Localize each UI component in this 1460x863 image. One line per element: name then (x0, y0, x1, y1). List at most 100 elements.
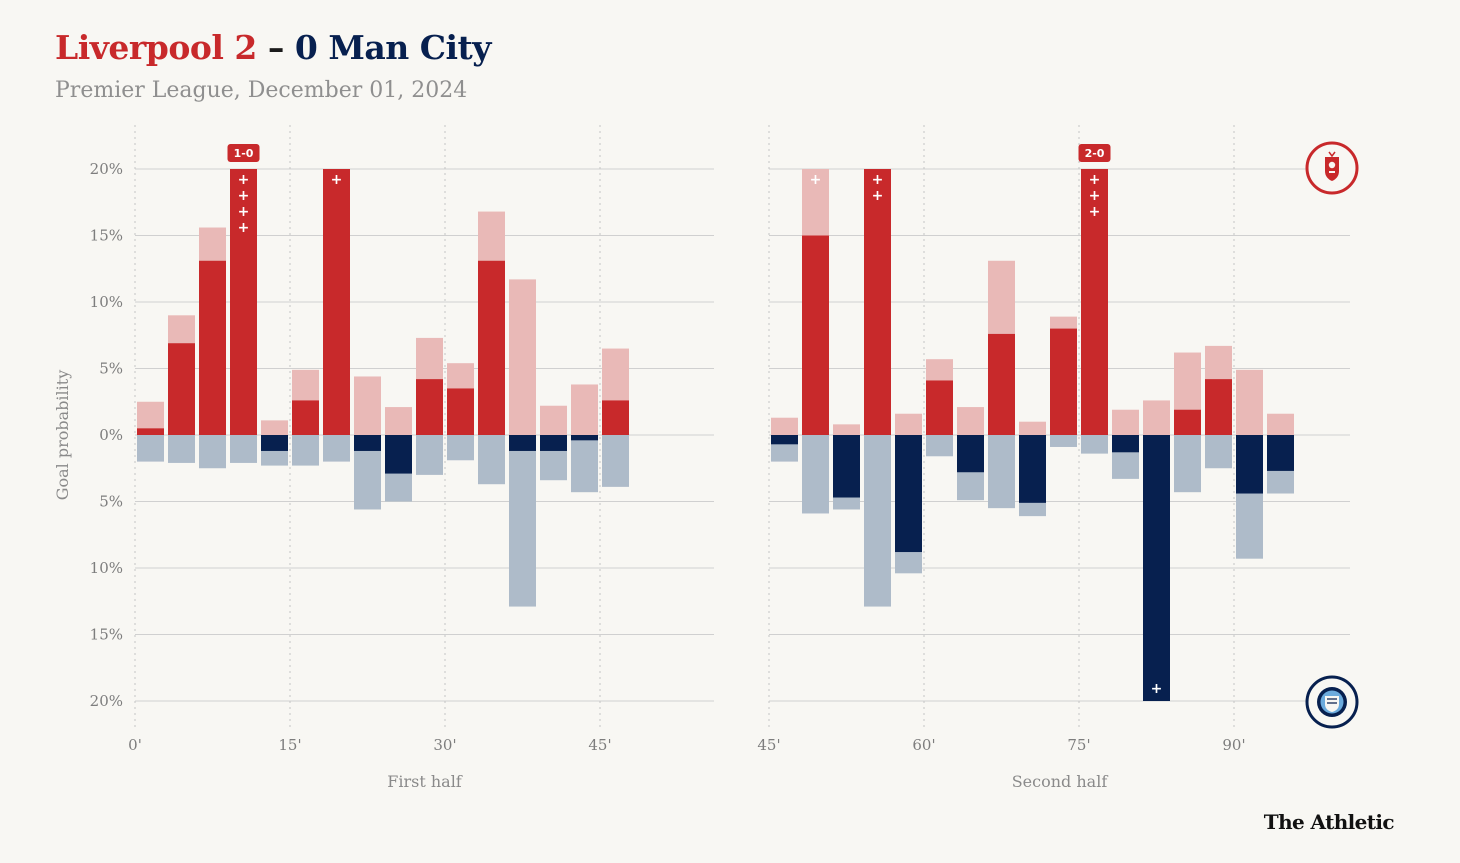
away-bar-dark (354, 435, 381, 451)
x-tick-label: 45' (588, 736, 611, 754)
shot-marker: + (238, 172, 250, 188)
away-bar-light (323, 435, 350, 462)
away-bar-dark (571, 435, 598, 441)
x-tick-label: 15' (278, 736, 301, 754)
home-bar-dark (478, 260, 505, 435)
score-badge: 1-0 (227, 144, 260, 162)
away-bar-dark (1267, 435, 1294, 471)
away-bar-dark (385, 435, 412, 474)
home-bar-dark (926, 380, 953, 435)
away-bar-dark (771, 435, 798, 445)
score-badge-bg (1078, 144, 1111, 162)
score-separator: – (256, 28, 295, 67)
home-bar-dark (1081, 169, 1108, 435)
away-bar-light (926, 435, 953, 457)
y-tick-label: 15% (90, 626, 123, 644)
away-bar-light (292, 435, 319, 466)
away-bar-light (988, 435, 1015, 509)
away-bar-light (199, 435, 226, 469)
score-badge: 2-0 (1078, 144, 1111, 162)
home-bar-dark (137, 428, 164, 435)
away-bar-dark (540, 435, 567, 451)
home-bar-light (1267, 413, 1294, 435)
shot-marker: + (1089, 172, 1101, 188)
away-bar-light (137, 435, 164, 462)
away-bar-dark (1143, 435, 1170, 701)
away-bar-dark (261, 435, 288, 451)
away-bar-dark (1019, 435, 1046, 503)
away-bar-dark (957, 435, 984, 473)
home-bar-dark (602, 400, 629, 435)
home-bar-light (957, 407, 984, 435)
home-bar-light (1236, 369, 1263, 435)
y-axis-label: Goal probability (53, 370, 72, 501)
shot-marker: + (1089, 188, 1101, 204)
shot-marker: + (872, 172, 884, 188)
x-tick-label: 75' (1067, 736, 1090, 754)
home-bar-light (571, 384, 598, 435)
y-tick-label: 5% (99, 360, 123, 378)
x-tick-label: 60' (912, 736, 935, 754)
away-bar-light (447, 435, 474, 461)
y-tick-label: 20% (90, 160, 123, 178)
shot-marker: + (872, 188, 884, 204)
score-badge-text: 2-0 (1085, 147, 1105, 160)
y-tick-label: 15% (90, 227, 123, 245)
home-bar-light (833, 424, 860, 435)
half-label: First half (387, 772, 463, 791)
home-bar-light (1143, 400, 1170, 435)
shot-marker: + (1089, 204, 1101, 220)
home-bar-light (771, 417, 798, 435)
half-label: Second half (1012, 772, 1109, 791)
score-badge-bg (227, 144, 260, 162)
away-team-score: 0 Man City (294, 28, 492, 67)
shot-marker: + (1151, 681, 1163, 697)
home-bar-dark (1050, 328, 1077, 435)
away-bar-light (230, 435, 257, 463)
y-tick-label: 0% (99, 426, 123, 444)
home-bar-light (354, 376, 381, 435)
x-tick-label: 45' (757, 736, 780, 754)
home-bar-dark (168, 343, 195, 435)
y-tick-label: 20% (90, 692, 123, 710)
away-bar-light (602, 435, 629, 487)
y-tick-label: 10% (90, 559, 123, 577)
home-bar-dark (199, 260, 226, 435)
home-bar-dark (230, 169, 257, 435)
away-bar-light (478, 435, 505, 485)
home-bar-light (261, 420, 288, 435)
home-bar-dark (447, 388, 474, 435)
home-bar-dark (416, 379, 443, 435)
away-bar-dark (509, 435, 536, 451)
y-tick-label: 10% (90, 293, 123, 311)
away-bar-light (571, 435, 598, 493)
shot-marker: + (238, 204, 250, 220)
away-bar-light (802, 435, 829, 514)
score-badge-text: 1-0 (234, 147, 254, 160)
x-tick-label: 30' (433, 736, 456, 754)
home-bar-dark (988, 333, 1015, 435)
away-bar-dark (895, 435, 922, 553)
x-tick-label: 90' (1222, 736, 1245, 754)
home-bar-dark (323, 169, 350, 435)
away-bar-light (1050, 435, 1077, 447)
shot-marker: + (238, 188, 250, 204)
the-athletic-logo: The Athletic (1263, 810, 1395, 834)
away-bar-light (509, 435, 536, 607)
home-bar-light (1112, 409, 1139, 435)
away-bar-light (864, 435, 891, 607)
away-bar-dark (1112, 435, 1139, 453)
away-bar-light (416, 435, 443, 475)
away-bar-light (1081, 435, 1108, 454)
home-bar-dark (1205, 379, 1232, 435)
home-bar-dark (864, 169, 891, 435)
away-bar-light (168, 435, 195, 463)
shot-marker: + (810, 172, 822, 188)
page-title: Liverpool 2 – 0 Man City (55, 28, 491, 67)
away-bar-dark (833, 435, 860, 498)
home-bar-dark (1174, 409, 1201, 435)
home-bar-light (385, 407, 412, 435)
match-subtitle: Premier League, December 01, 2024 (55, 78, 468, 103)
liverpool-crest-icon (1305, 141, 1359, 195)
